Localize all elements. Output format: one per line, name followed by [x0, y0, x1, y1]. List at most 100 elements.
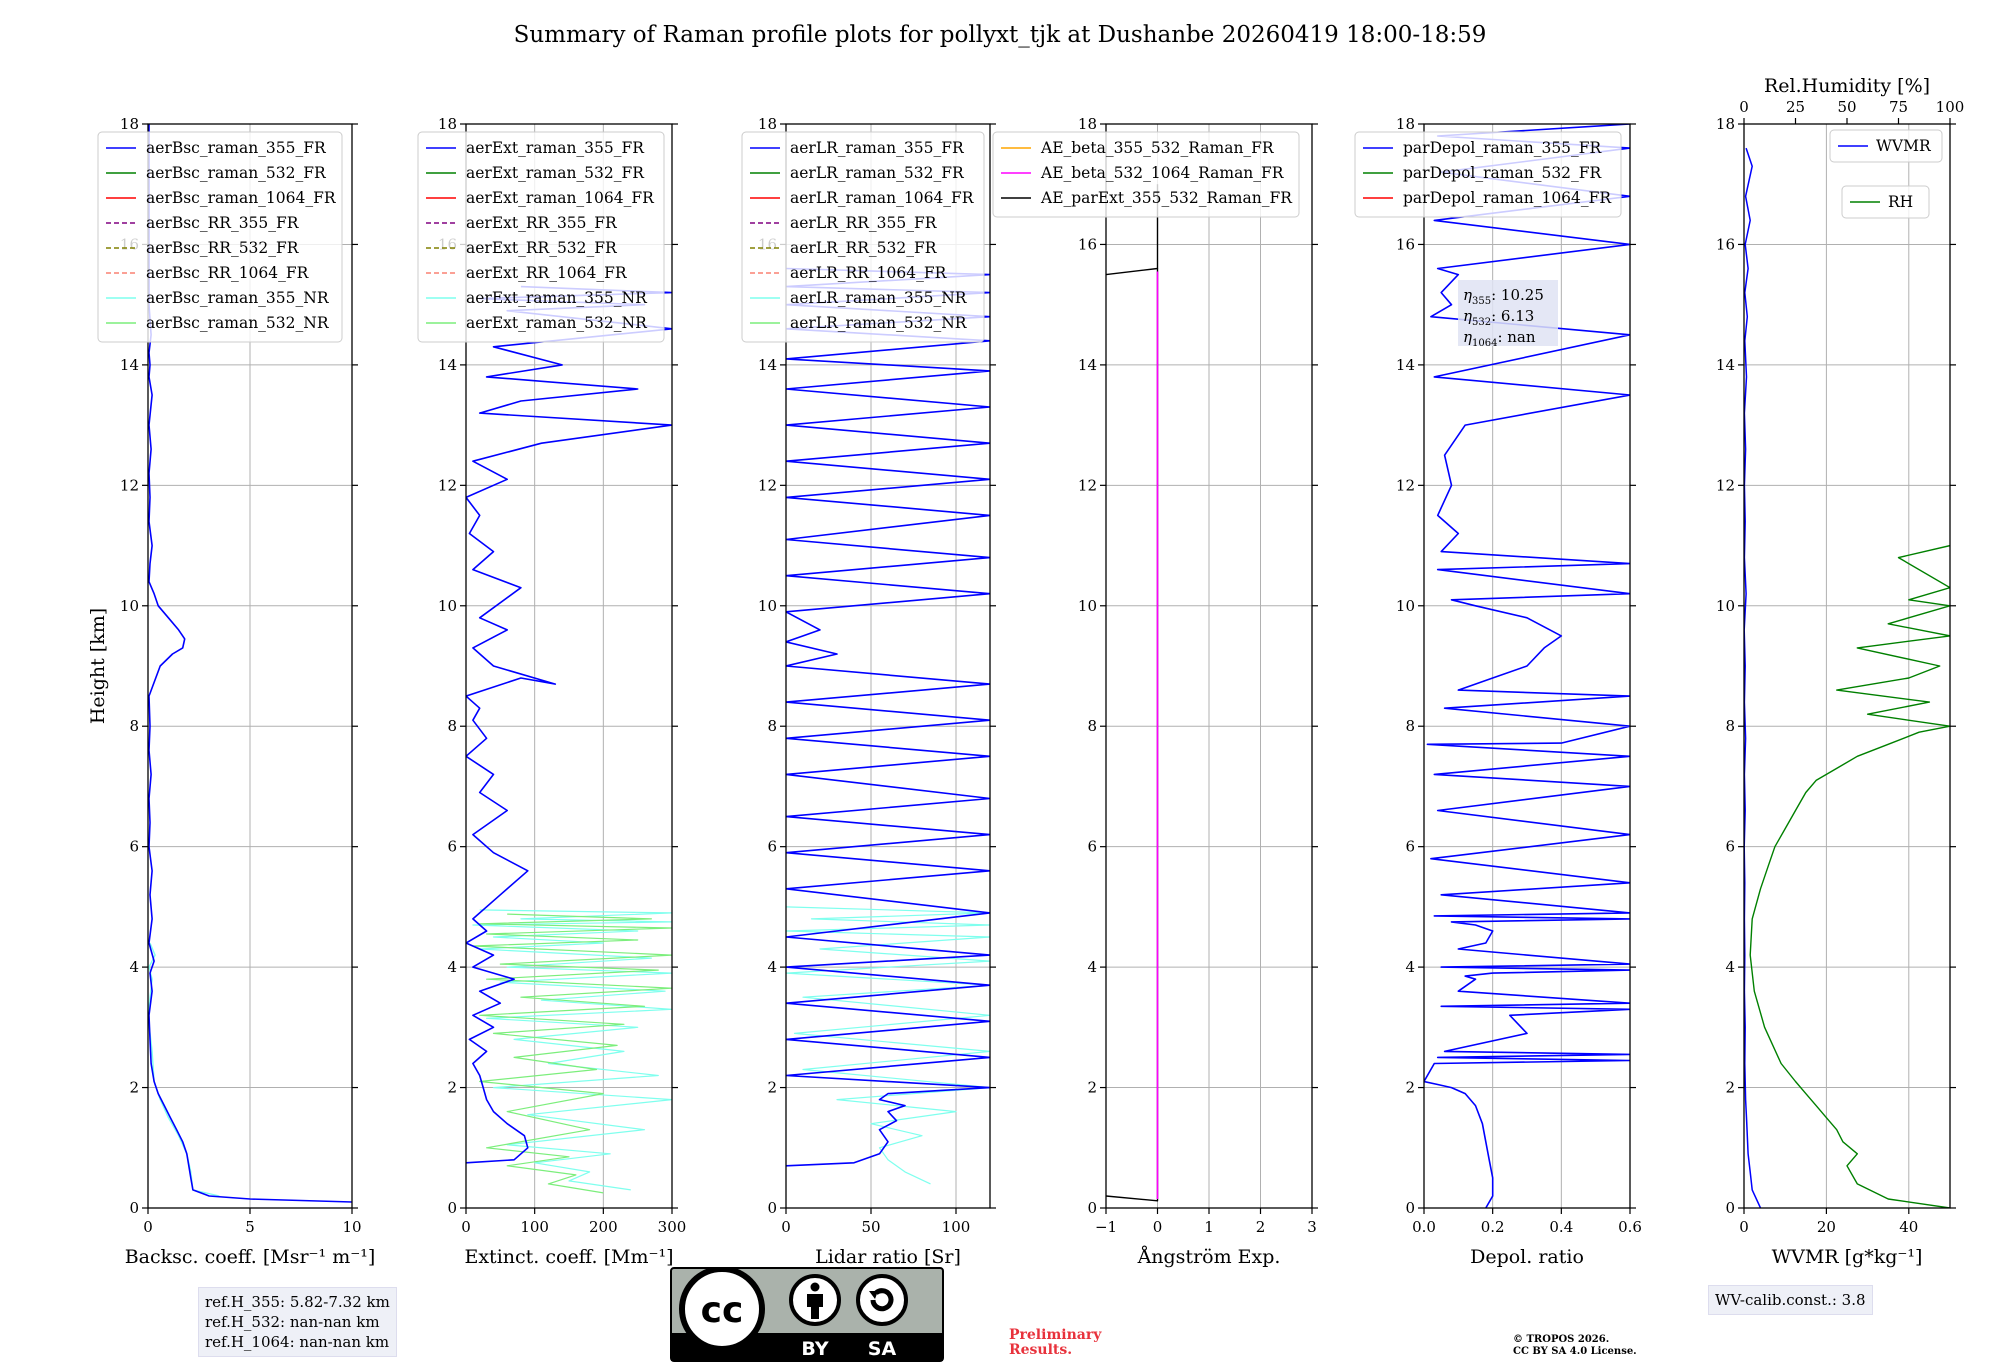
- y-tick-label: 12: [438, 476, 457, 494]
- x-tick-label: 300: [658, 1218, 687, 1236]
- legend-label: aerExt_RR_1064_FR: [466, 264, 628, 282]
- y-tick-label: 2: [129, 1079, 139, 1097]
- series-line-WVMR: [1744, 147, 1762, 1208]
- y-tick-label: 6: [1725, 838, 1735, 856]
- axes-frame: [1743, 123, 1951, 1209]
- ref-height-355: ref.H_355: 5.82-7.32 km: [205, 1293, 390, 1311]
- top-x-axis-label: Rel.Humidity [%]: [1764, 75, 1930, 97]
- x-tick-label: 0.0: [1412, 1218, 1436, 1236]
- series-line-aerExt_raman_355_NR: [472, 909, 672, 1191]
- y-tick-label: 10: [438, 597, 457, 615]
- y-tick-label: 18: [1396, 115, 1415, 133]
- x-tick-label: 0.6: [1618, 1218, 1642, 1236]
- x-axis-label: Extinct. coeff. [Mm⁻¹]: [464, 1246, 673, 1268]
- legend-label: aerLR_raman_355_FR: [790, 139, 965, 157]
- y-tick-label: 6: [1405, 838, 1415, 856]
- y-tick-label: 8: [1087, 717, 1097, 735]
- y-tick-label: 10: [758, 597, 777, 615]
- legend-box: [992, 131, 1300, 218]
- cc-license-logo: cc BY SA: [670, 1266, 944, 1362]
- legend-label: aerLR_RR_355_FR: [790, 214, 938, 232]
- figure-title: Summary of Raman profile plots for polly…: [513, 22, 1487, 48]
- legend-box: [1841, 185, 1930, 219]
- sa-label: SA: [868, 1338, 897, 1360]
- x-tick-label: 0: [461, 1218, 471, 1236]
- axes-frame: [785, 123, 991, 1209]
- x-tick-label: −1: [1095, 1218, 1117, 1236]
- ref-height-1064: ref.H_1064: nan-nan km: [205, 1333, 390, 1351]
- legend-label: aerBsc_RR_1064_FR: [146, 264, 310, 282]
- x-tick-label: 5: [245, 1218, 255, 1236]
- x-tick-label: 10: [342, 1218, 361, 1236]
- y-tick-label: 4: [1087, 958, 1097, 976]
- x-tick-label: 50: [861, 1218, 880, 1236]
- y-tick-label: 18: [120, 115, 139, 133]
- series-line-AE_parExt_355_532_Raman_FR: [1106, 267, 1159, 1202]
- series-line-aerLR_raman_355_NR: [786, 906, 990, 1185]
- y-tick-label: 0: [129, 1199, 139, 1217]
- y-tick-label: 4: [447, 958, 457, 976]
- y-tick-label: 4: [129, 958, 139, 976]
- y-tick-label: 14: [1716, 356, 1735, 374]
- x-tick-label: 3: [1307, 1218, 1317, 1236]
- legend-box: [1354, 131, 1622, 218]
- legend-label: aerExt_RR_355_FR: [466, 214, 618, 232]
- y-tick-label: 8: [767, 717, 777, 735]
- legend-label: aerExt_raman_532_FR: [466, 164, 645, 182]
- cc-text: cc: [701, 1290, 744, 1331]
- cc-by-sa-badge: cc BY SA: [670, 1266, 944, 1362]
- preliminary-line-1: Preliminary: [1009, 1327, 1102, 1343]
- series-line-aerBsc_raman_355_FR: [148, 124, 352, 1203]
- series-line-aerLR_raman_355_FR: [786, 267, 990, 1167]
- preliminary-note: Preliminary Results.: [1009, 1328, 1101, 1358]
- eta-value-532: η532: 6.13: [1463, 307, 1534, 328]
- y-tick-label: 18: [438, 115, 457, 133]
- legend-label: aerExt_raman_1064_FR: [466, 189, 655, 207]
- x-axis-label: Backsc. coeff. [Msr⁻¹ m⁻¹]: [125, 1246, 376, 1268]
- legend-label: aerLR_raman_1064_FR: [790, 189, 975, 207]
- x-tick-label: 1: [1204, 1218, 1214, 1236]
- eta-value-355: η355: 10.25: [1463, 286, 1544, 307]
- x-tick-label: 100: [520, 1218, 549, 1236]
- series-line-aerBsc_raman_355_NR: [148, 942, 220, 1197]
- legend-label: aerBsc_raman_355_FR: [146, 139, 327, 157]
- legend-label: aerExt_RR_532_FR: [466, 239, 618, 257]
- legend-box: [741, 131, 985, 343]
- y-tick-label: 2: [767, 1079, 777, 1097]
- legend-box: [417, 131, 665, 343]
- x-tick-label: 40: [1899, 1218, 1918, 1236]
- top-x-tick-label: 0: [1739, 98, 1749, 116]
- series-line-aerExt_raman_532_NR: [472, 913, 672, 1194]
- top-x-tick-label: 75: [1889, 98, 1908, 116]
- legend-label: AE_parExt_355_532_Raman_FR: [1040, 189, 1293, 207]
- wv-calib-box: WV-calib.const.: 3.8: [1708, 1285, 1873, 1315]
- top-x-tick-label: 50: [1837, 98, 1856, 116]
- axes-frame: [1423, 123, 1631, 1209]
- y-tick-label: 18: [758, 115, 777, 133]
- y-tick-label: 18: [1078, 115, 1097, 133]
- y-tick-label: 14: [1078, 356, 1097, 374]
- legend-label: aerLR_raman_532_NR: [790, 314, 968, 332]
- legend-label: aerLR_raman_532_FR: [790, 164, 965, 182]
- eta-box: [1458, 280, 1558, 346]
- x-tick-label: 100: [942, 1218, 971, 1236]
- y-tick-label: 10: [1078, 597, 1097, 615]
- cc-icon: [679, 1266, 765, 1352]
- legend-label: aerBsc_RR_532_FR: [146, 239, 300, 257]
- y-tick-label: 8: [129, 717, 139, 735]
- legend-label: RH: [1888, 193, 1913, 211]
- legend-label: aerBsc_raman_532_NR: [146, 314, 330, 332]
- legend-label: parDepol_raman_532_FR: [1403, 164, 1603, 182]
- legend-box: [1829, 129, 1943, 163]
- y-tick-label: 6: [447, 838, 457, 856]
- y-tick-label: 2: [1087, 1079, 1097, 1097]
- series-line-RH: [1749, 544, 1950, 1208]
- wv-calib-const: WV-calib.const.: 3.8: [1715, 1291, 1866, 1309]
- top-x-tick-label: 25: [1786, 98, 1805, 116]
- legend-label: aerExt_raman_532_NR: [466, 314, 648, 332]
- legend-label: AE_beta_532_1064_Raman_FR: [1040, 164, 1285, 182]
- ref-height-532: ref.H_532: nan-nan km: [205, 1313, 380, 1331]
- by-label: BY: [801, 1338, 828, 1360]
- y-tick-label: 12: [1396, 476, 1415, 494]
